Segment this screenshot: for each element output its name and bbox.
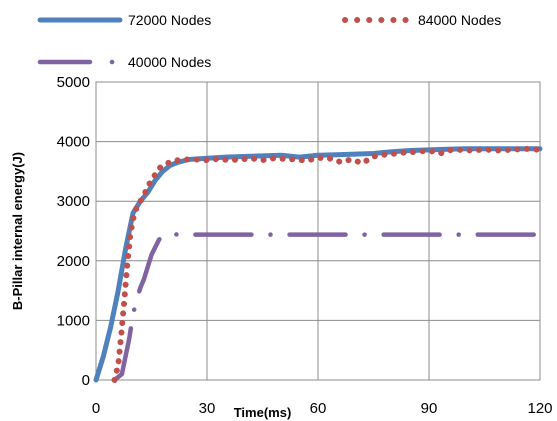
y-tick-label: 0 bbox=[82, 372, 90, 389]
y-tick-label: 2000 bbox=[57, 253, 90, 270]
legend: 72000 Nodes 84000 Nodes 40000 Nodes bbox=[37, 12, 501, 70]
series-group bbox=[93, 145, 543, 383]
x-tick-label: 120 bbox=[527, 400, 552, 417]
y-tick-label: 4000 bbox=[57, 134, 90, 151]
y-tick-label: 5000 bbox=[57, 74, 90, 91]
x-tick-label: 0 bbox=[92, 400, 100, 417]
grid bbox=[95, 81, 541, 381]
x-tick-label: 60 bbox=[310, 400, 327, 417]
series-line-2 bbox=[112, 231, 543, 383]
y-tick-label: 3000 bbox=[57, 193, 90, 210]
x-tick-label: 90 bbox=[421, 400, 438, 417]
legend-label-2: 40000 Nodes bbox=[128, 54, 211, 70]
y-axis-label: B-Pillar internal energy(J) bbox=[10, 152, 25, 310]
y-tick-label: 1000 bbox=[57, 312, 90, 329]
x-axis-label: Time(ms) bbox=[234, 405, 292, 420]
plot-frame bbox=[95, 81, 541, 381]
x-tick-label: 30 bbox=[199, 400, 216, 417]
tick-labels: 0 1000 2000 3000 4000 5000 0 30 60 90 120 bbox=[57, 74, 553, 417]
legend-label-0: 72000 Nodes bbox=[128, 12, 211, 28]
legend-label-1: 84000 Nodes bbox=[418, 12, 501, 28]
series-line-1 bbox=[111, 145, 543, 383]
